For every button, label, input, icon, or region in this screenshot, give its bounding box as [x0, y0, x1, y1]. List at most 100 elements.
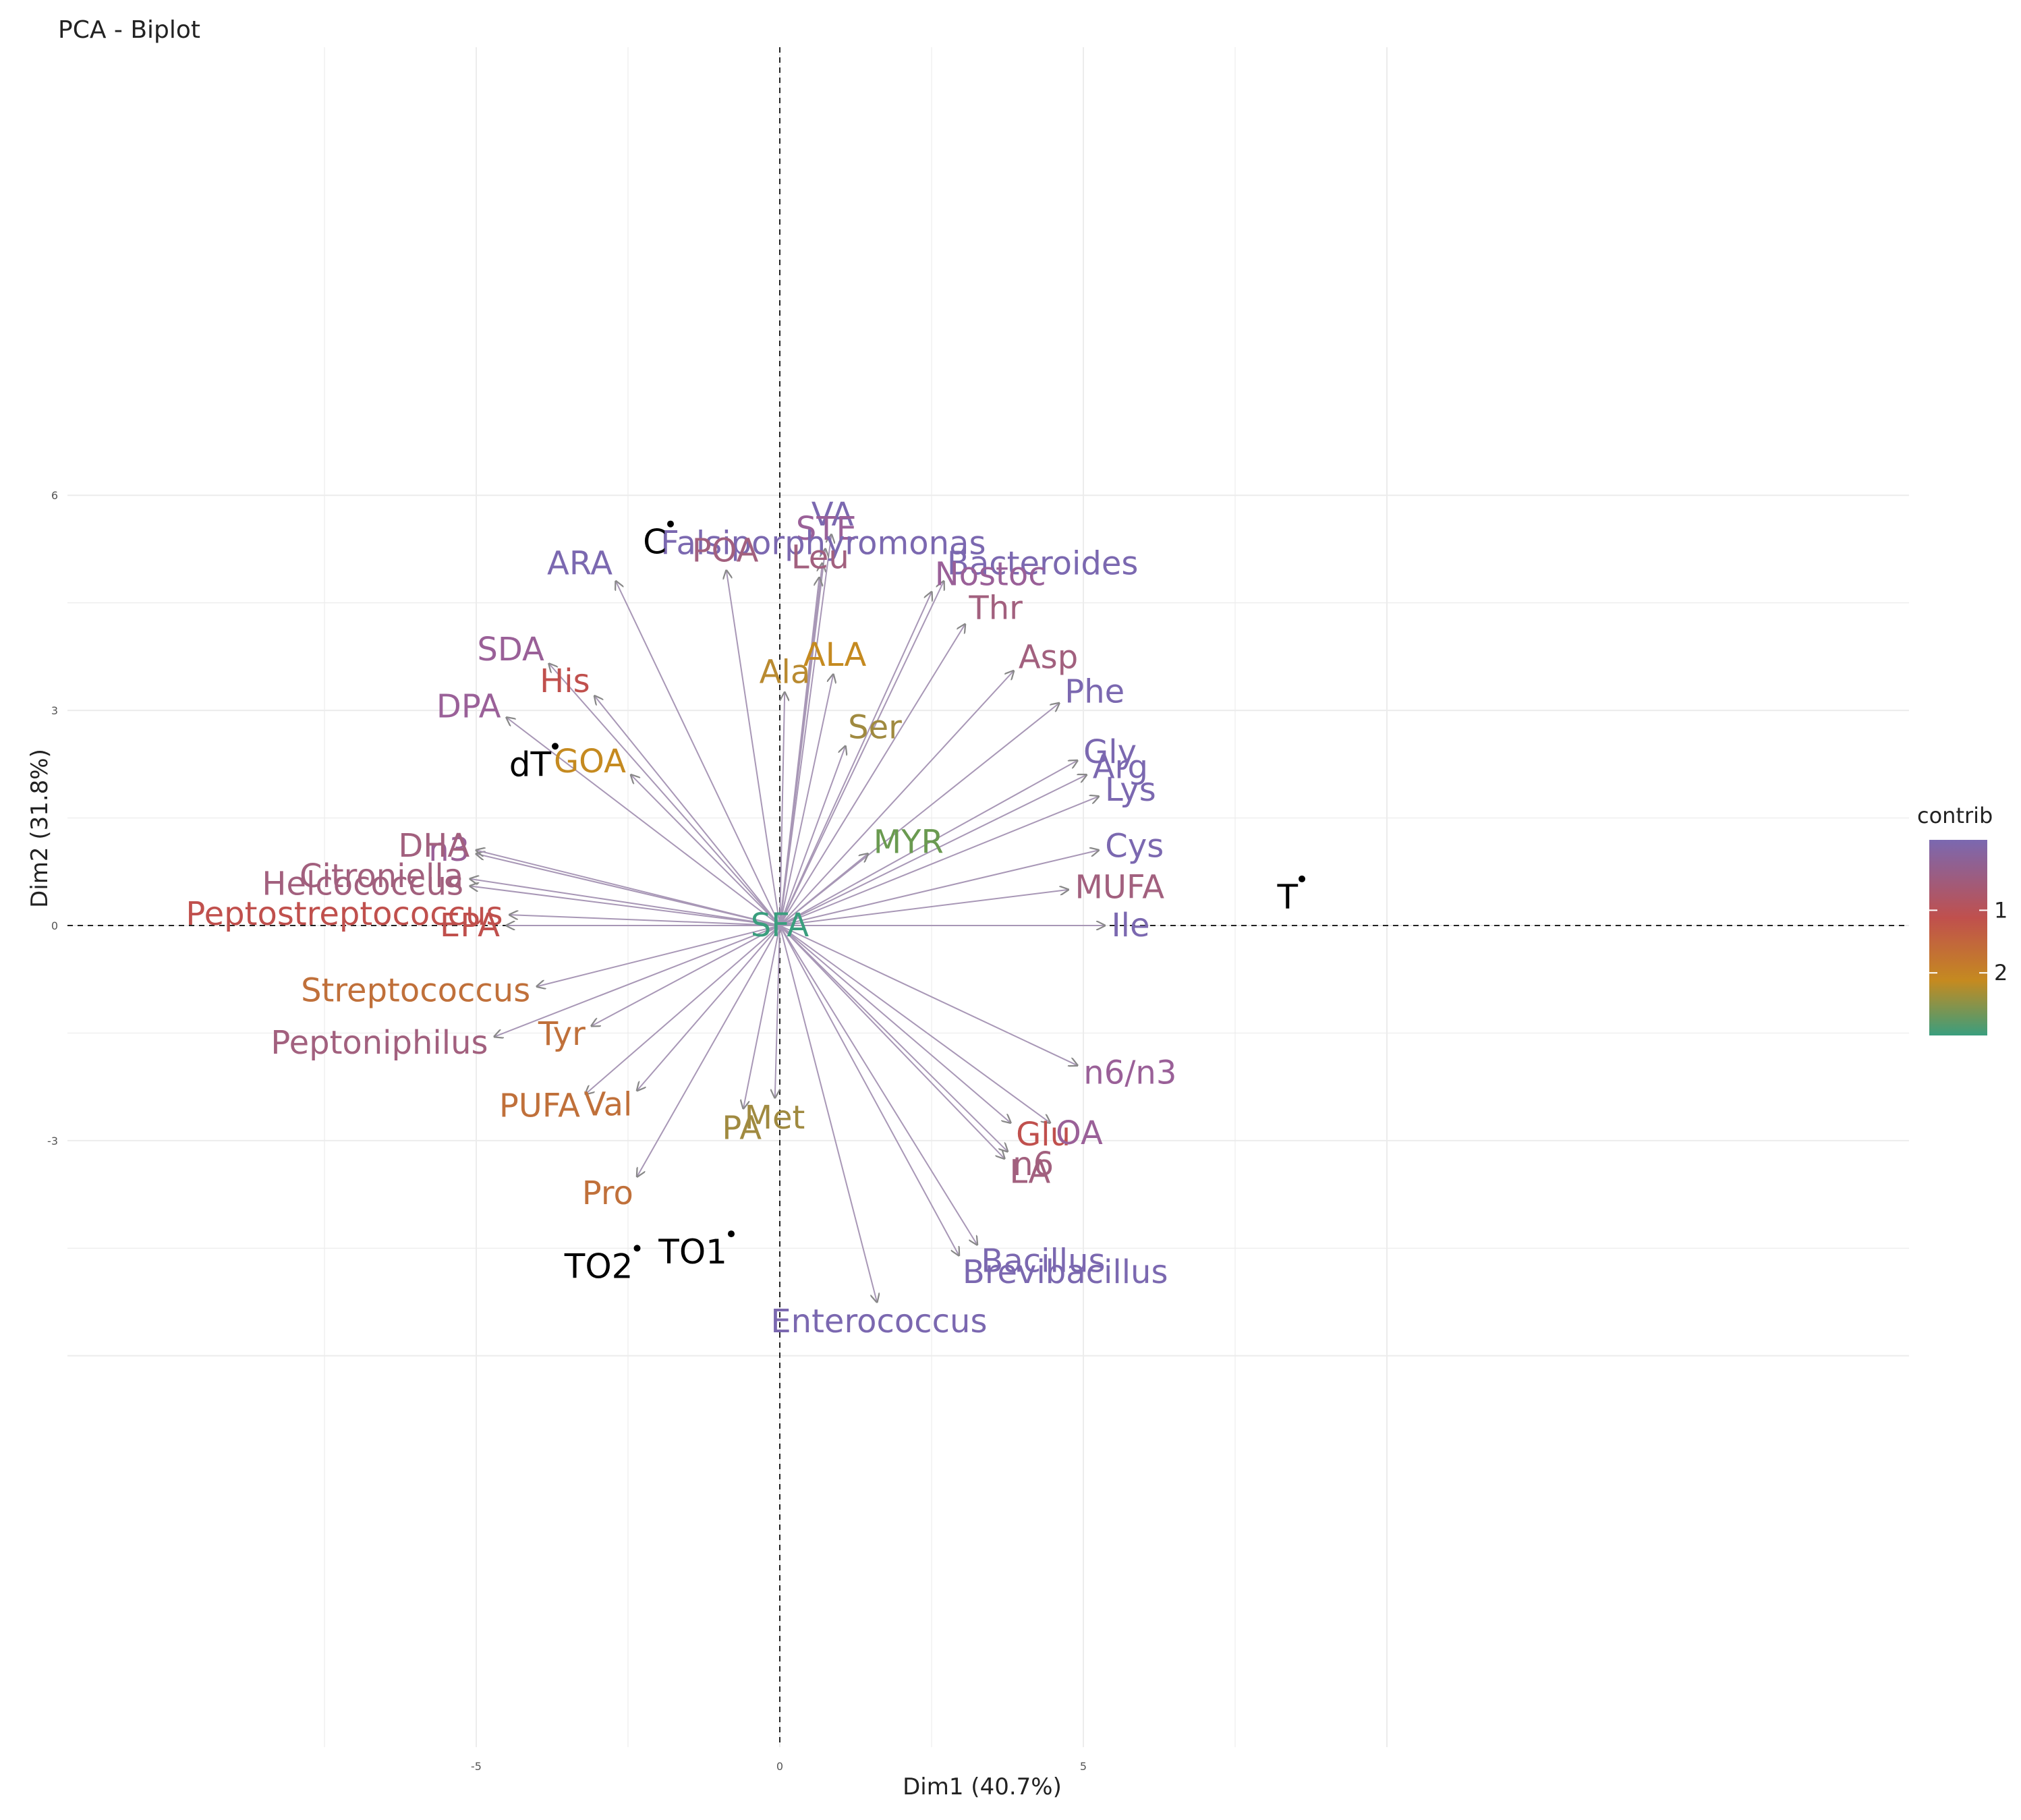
variable-arrow	[470, 886, 780, 926]
individual-point	[667, 520, 674, 528]
legend-ticks: 12	[1929, 897, 2008, 986]
individual-label: T	[1276, 878, 1298, 917]
variable-arrow	[631, 775, 780, 926]
y-tick-label: 3	[51, 704, 58, 717]
variable-arrow	[779, 797, 1099, 926]
variable-arrow	[779, 592, 932, 926]
legend-gradient-bar	[1929, 840, 1987, 1035]
variable-label: PA	[722, 1109, 762, 1147]
x-axis-title: Dim1 (40.7%)	[903, 1773, 1062, 1800]
y-tick-label: -3	[47, 1135, 58, 1147]
individual-points: CdT T TO2 TO1	[509, 520, 1305, 1286]
variable-label: ALA	[803, 636, 867, 674]
x-tick-label: -5	[471, 1760, 482, 1773]
individual-label: TO2	[564, 1247, 633, 1286]
variable-label: n6/n3	[1083, 1054, 1176, 1091]
variable-label: ARA	[547, 545, 613, 583]
variable-arrow	[779, 775, 1087, 926]
variable-label: His	[540, 662, 590, 700]
variable-label: Tyr	[538, 1015, 586, 1053]
variable-label: PUFA	[499, 1087, 580, 1125]
y-tick-label: 6	[51, 489, 58, 502]
variable-arrow	[779, 890, 1069, 926]
variable-arrow	[779, 925, 1004, 1158]
individual-point	[728, 1230, 735, 1238]
variable-label: Ile	[1112, 907, 1150, 944]
variable-label: SDA	[477, 631, 544, 669]
variable-label: Arg	[1093, 748, 1148, 786]
variable-label: GOA	[554, 743, 626, 780]
variable-label: Bacteroides	[947, 545, 1138, 583]
variable-label: Phe	[1064, 673, 1125, 711]
variable-arrow	[549, 664, 780, 926]
variable-label: OA	[1056, 1114, 1103, 1152]
individual-label: TO1	[658, 1232, 727, 1272]
variable-label: Nostoc	[935, 555, 1046, 593]
individual-label: dT	[509, 745, 552, 784]
variable-arrow	[775, 925, 780, 1098]
individual-point	[552, 743, 559, 750]
legend: contrib 12	[1917, 803, 2008, 1035]
individual-point	[633, 1245, 641, 1252]
variable-arrow	[470, 879, 780, 926]
variable-arrow	[779, 925, 1008, 1151]
variable-arrow	[779, 925, 1050, 1122]
variable-label: Met	[745, 1099, 805, 1137]
variable-arrow	[779, 925, 959, 1255]
variable-label: Thr	[968, 589, 1023, 627]
variable-label: Lys	[1105, 771, 1156, 809]
variable-arrow	[595, 696, 780, 926]
variable-arrow	[779, 577, 820, 926]
variable-arrows	[470, 535, 1105, 1302]
variable-arrow	[779, 535, 832, 926]
variable-arrow	[779, 675, 833, 926]
variable-label: Ala	[760, 654, 811, 691]
variable-label: Leu	[791, 539, 849, 577]
individual-label: C	[643, 523, 666, 562]
variable-label: Streptococcus	[301, 972, 530, 1010]
variable-arrow	[592, 925, 780, 1026]
variable-arrow	[779, 925, 977, 1245]
variable-arrow	[494, 925, 780, 1037]
variable-arrow	[779, 581, 944, 926]
variable-label: Glu	[1016, 1116, 1071, 1154]
legend-tick-label: 1	[1994, 897, 2008, 923]
variable-arrow	[779, 925, 877, 1302]
variable-arrow	[779, 746, 845, 926]
legend-title: contrib	[1917, 803, 1993, 828]
variable-arrow	[637, 925, 780, 1090]
variable-arrow	[779, 625, 965, 926]
variable-arrow	[779, 671, 1014, 926]
variable-label: Gly	[1083, 733, 1137, 771]
variable-label: Ser	[848, 709, 902, 747]
variable-label: n3	[428, 831, 469, 869]
legend-tick-label: 2	[1994, 960, 2008, 986]
variable-arrow	[779, 925, 1077, 1065]
individual-point	[1299, 875, 1305, 882]
y-axis-title: Dim2 (31.8%)	[26, 749, 53, 908]
variable-arrow	[779, 850, 1099, 926]
variable-label: Helcococcus	[262, 865, 463, 903]
variable-arrow	[537, 925, 780, 986]
variable-label: LA	[1010, 1153, 1051, 1191]
y-tick-label: 0	[51, 919, 58, 932]
variable-label: EPA	[440, 907, 500, 944]
variable-arrow	[727, 571, 780, 926]
variable-label: n6	[1013, 1145, 1054, 1183]
variable-label: DPA	[436, 687, 501, 725]
variable-label: MUFA	[1075, 869, 1164, 907]
axis-ticks: -5 0 5 -3 0 3 6	[47, 489, 1087, 1773]
variable-label: VA	[812, 496, 854, 534]
variable-label: Cys	[1105, 828, 1164, 865]
variable-arrow	[743, 925, 780, 1108]
chart-title: PCA - Biplot	[58, 16, 200, 44]
variable-label: Peptoniphilus	[271, 1024, 488, 1062]
variable-arrow	[779, 854, 868, 926]
variable-label: Brevibacillus	[963, 1253, 1168, 1291]
variable-arrow	[637, 925, 780, 1176]
variable-label: Bacillus	[981, 1242, 1105, 1280]
variable-label: Val	[583, 1085, 632, 1123]
variable-arrow	[586, 925, 780, 1094]
variable-arrow	[779, 761, 1077, 926]
